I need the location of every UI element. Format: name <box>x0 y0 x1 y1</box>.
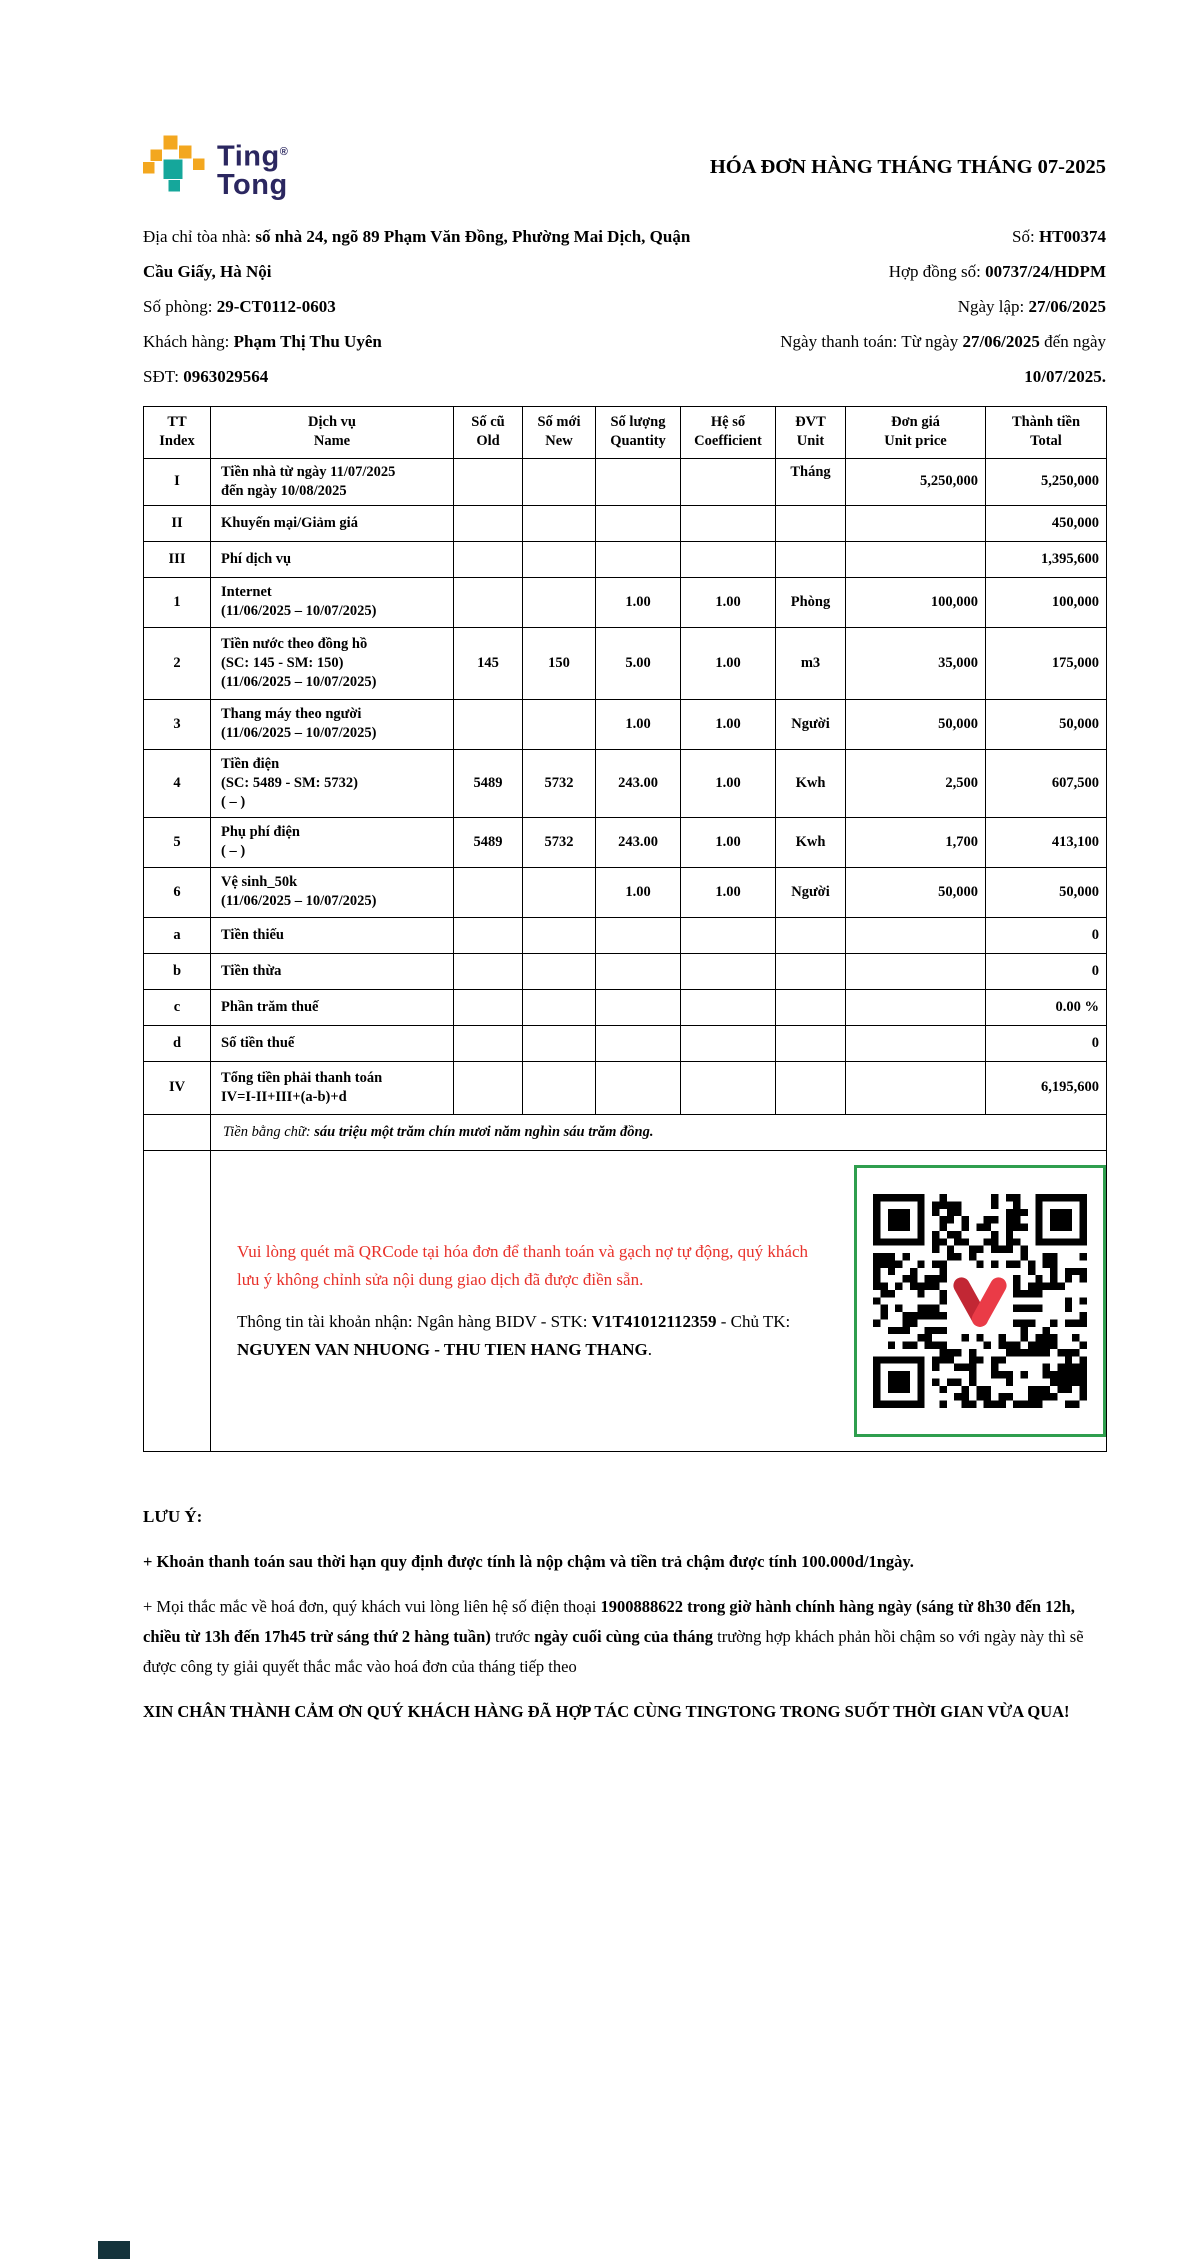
payment-instructions: Vui lòng quét mã QRCode tại hóa đơn để t… <box>237 1238 854 1364</box>
col-header-total: Thành tiền Total <box>985 405 1107 459</box>
col-header-new: Số mới New <box>522 405 596 459</box>
invoice-table: TT Index Dịch vụ Name Số cũ Old Số mới New S… <box>143 405 1107 1452</box>
table-row: 4 Tiền điện (SC: 5489 - SM: 5732)( – ) 54… <box>143 748 1107 818</box>
footer-notes: LƯU Ý: + Khoản thanh toán sau thời hạn q… <box>143 1502 1106 1727</box>
payment-period-line: Ngày thanh toán: Từ ngày 27/06/2025 đến … <box>780 331 1106 386</box>
page-title: HÓA ĐƠN HÀNG THÁNG THÁNG 07-2025 <box>709 156 1106 178</box>
invoice-header: Ting® Tong HÓA ĐƠN HÀNG THÁNG THÁNG 07-2… <box>143 134 1106 199</box>
col-header-coefficient: Hệ số Coefficient <box>680 405 776 459</box>
qr-scan-note: Vui lòng quét mã QRCode tại hóa đơn để t… <box>237 1241 809 1289</box>
thank-you-note: XIN CHÂN THÀNH CẢM ƠN QUÝ KHÁCH HÀNG ĐÃ … <box>143 1701 1070 1721</box>
customer-phone-line: SĐT: 0963029564 <box>143 366 269 386</box>
qr-payment-row: Vui lòng quét mã QRCode tại hóa đơn để t… <box>143 1149 1107 1452</box>
table-row: II Khuyến mại/Giảm giá 450,000 <box>143 504 1107 542</box>
next-page-edge <box>98 2241 130 2259</box>
issue-date-line: Ngày lập: 27/06/2025 <box>957 296 1106 316</box>
col-header-old: Số cũ Old <box>453 405 523 459</box>
hotline-note: + Mọi thắc mắc về hoá đơn, quý khách vui… <box>143 1596 1084 1676</box>
table-row: III Phí dịch vụ 1,395,600 <box>143 540 1107 578</box>
table-row: c Phần trăm thuế 0.00 % <box>143 988 1107 1026</box>
table-row: 3 Thang máy theo người (11/06/2025 – 10/0… <box>143 698 1107 750</box>
invoice-meta: Địa chỉ tòa nhà: số nhà 24, ngõ 89 Phạm … <box>143 219 1106 394</box>
table-row: 1 Internet (11/06/2025 – 10/07/2025) 1.00… <box>143 576 1107 628</box>
room-number-line: Số phòng: 29-CT0112-0603 <box>143 296 336 316</box>
qr-center-logo <box>951 1274 1009 1327</box>
table-header-row: TT Index Dịch vụ Name Số cũ Old Số mới New S… <box>143 405 1107 459</box>
notes-heading: LƯU Ý: <box>143 1506 203 1526</box>
col-header-index: TT Index <box>143 405 211 459</box>
logo-line1: Ting <box>217 140 280 173</box>
tingtong-logo: Ting® Tong <box>143 134 288 199</box>
invoice-meta-right: Số: HT00374 Hợp đồng số: 00737/24/HDPM N… <box>726 219 1106 394</box>
table-row: 5 Phụ phí điện( – ) 5489 5732 243.00 1.0… <box>143 816 1107 868</box>
table-row-grand-total: IV Tổng tiền phải thanh toán IV=I-II+III+… <box>143 1060 1107 1115</box>
table-row: I Tiền nhà từ ngày 11/07/2025 đến ngày 10… <box>143 457 1107 506</box>
building-address-line: Địa chỉ tòa nhà: số nhà 24, ngõ 89 Phạm … <box>143 226 691 281</box>
qr-code-image <box>873 1193 1087 1408</box>
table-row: b Tiền thừa 0 <box>143 952 1107 990</box>
table-row: 6 Vệ sinh_50k (11/06/2025 – 10/07/2025) 1… <box>143 866 1107 918</box>
amount-in-words-row: Tiền bằng chữ: sáu triệu một trăm chín m… <box>143 1113 1107 1151</box>
customer-name-line: Khách hàng: Phạm Thị Thu Uyên <box>143 331 382 351</box>
logo-line2: Tong <box>217 168 288 201</box>
contract-number-line: Hợp đồng số: 00737/24/HDPM <box>888 261 1106 281</box>
bank-account-info: Thông tin tài khoản nhận: Ngân hàng BIDV… <box>237 1311 791 1359</box>
table-row: 2 Tiền nước theo đồng hồ (SC: 145 - SM: 1… <box>143 626 1107 700</box>
tingtong-logo-icon <box>143 135 205 192</box>
invoice-number-line: Số: HT00374 <box>1012 226 1106 246</box>
invoice-page: Ting® Tong HÓA ĐƠN HÀNG THÁNG THÁNG 07-2… <box>143 134 1107 1727</box>
invoice-meta-left: Địa chỉ tòa nhà: số nhà 24, ngõ 89 Phạm … <box>143 219 708 394</box>
col-header-unit-price: Đơn giá Unit price <box>845 405 986 459</box>
late-payment-note: + Khoản thanh toán sau thời hạn quy định… <box>143 1551 914 1571</box>
col-header-service: Dịch vụ Name <box>210 405 454 459</box>
tingtong-logo-text: Ting® Tong <box>217 138 288 199</box>
table-row: a Tiền thiếu 0 <box>143 916 1107 954</box>
qr-code-frame <box>854 1164 1106 1437</box>
col-header-quantity: Số lượng Quantity <box>595 405 681 459</box>
registered-mark: ® <box>279 146 289 158</box>
table-row: d Số tiền thuế 0 <box>143 1024 1107 1062</box>
col-header-unit: ĐVT Unit <box>775 405 846 459</box>
